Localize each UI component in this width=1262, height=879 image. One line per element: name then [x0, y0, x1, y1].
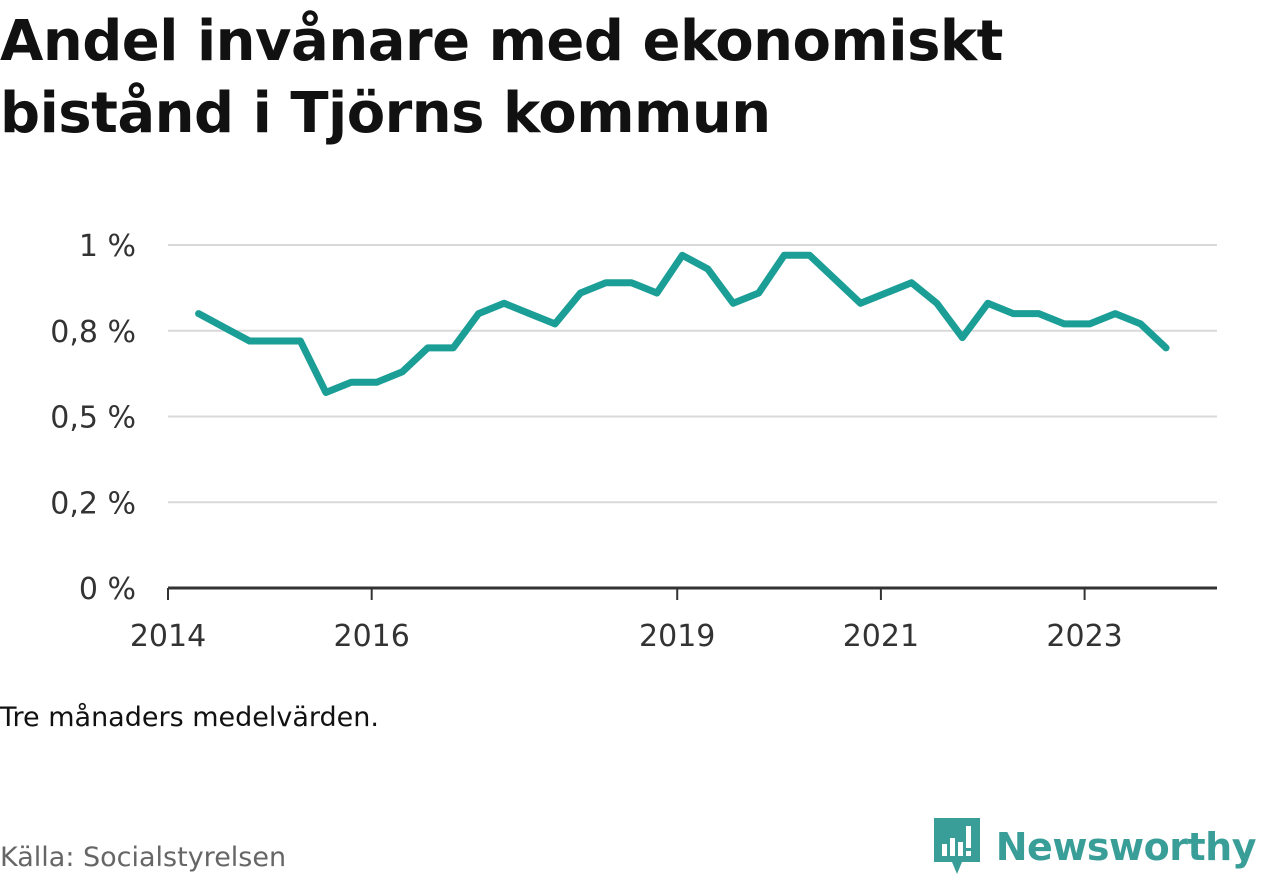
newsworthy-logo-icon: [933, 818, 980, 874]
x-tick-label: 2021: [843, 619, 919, 654]
line-chart: 0 %0,2 %0,5 %0,8 %1 % 2014 2016 2019 2021 20…: [50, 229, 1217, 654]
chart-title: Andel invånare med ekonomiskt bistånd i …: [0, 9, 1003, 146]
data-series: [195, 251, 1170, 396]
chart-note: Tre månaders medelvärden.: [0, 702, 379, 733]
y-axis: 0 % 0,2 % 0,5 % 0,8 % 1 %: [50, 229, 136, 607]
x-tick-label: 2019: [639, 619, 715, 654]
series-line-0: [195, 251, 1170, 396]
brand-logo: Newsworthy: [932, 816, 1257, 878]
y-tick-label: 0 %: [79, 572, 136, 607]
y-tick-label: 1 %: [79, 229, 136, 264]
x-tick-label: 2014: [130, 619, 206, 654]
y-tick-label: 0,8 %: [50, 315, 136, 350]
y-tick-label: 0,2 %: [50, 486, 136, 521]
x-tick-label: 2016: [334, 619, 410, 654]
y-tick-label: 0,5 %: [50, 401, 136, 436]
gridlines: [168, 244, 1217, 504]
x-tick-label: 2023: [1046, 619, 1122, 654]
x-axis: 2014 2016 2019 2021 2023: [130, 586, 1217, 654]
brand-name: Newsworthy: [995, 825, 1257, 869]
source-text: Källa: Socialstyrelsen: [0, 842, 287, 873]
